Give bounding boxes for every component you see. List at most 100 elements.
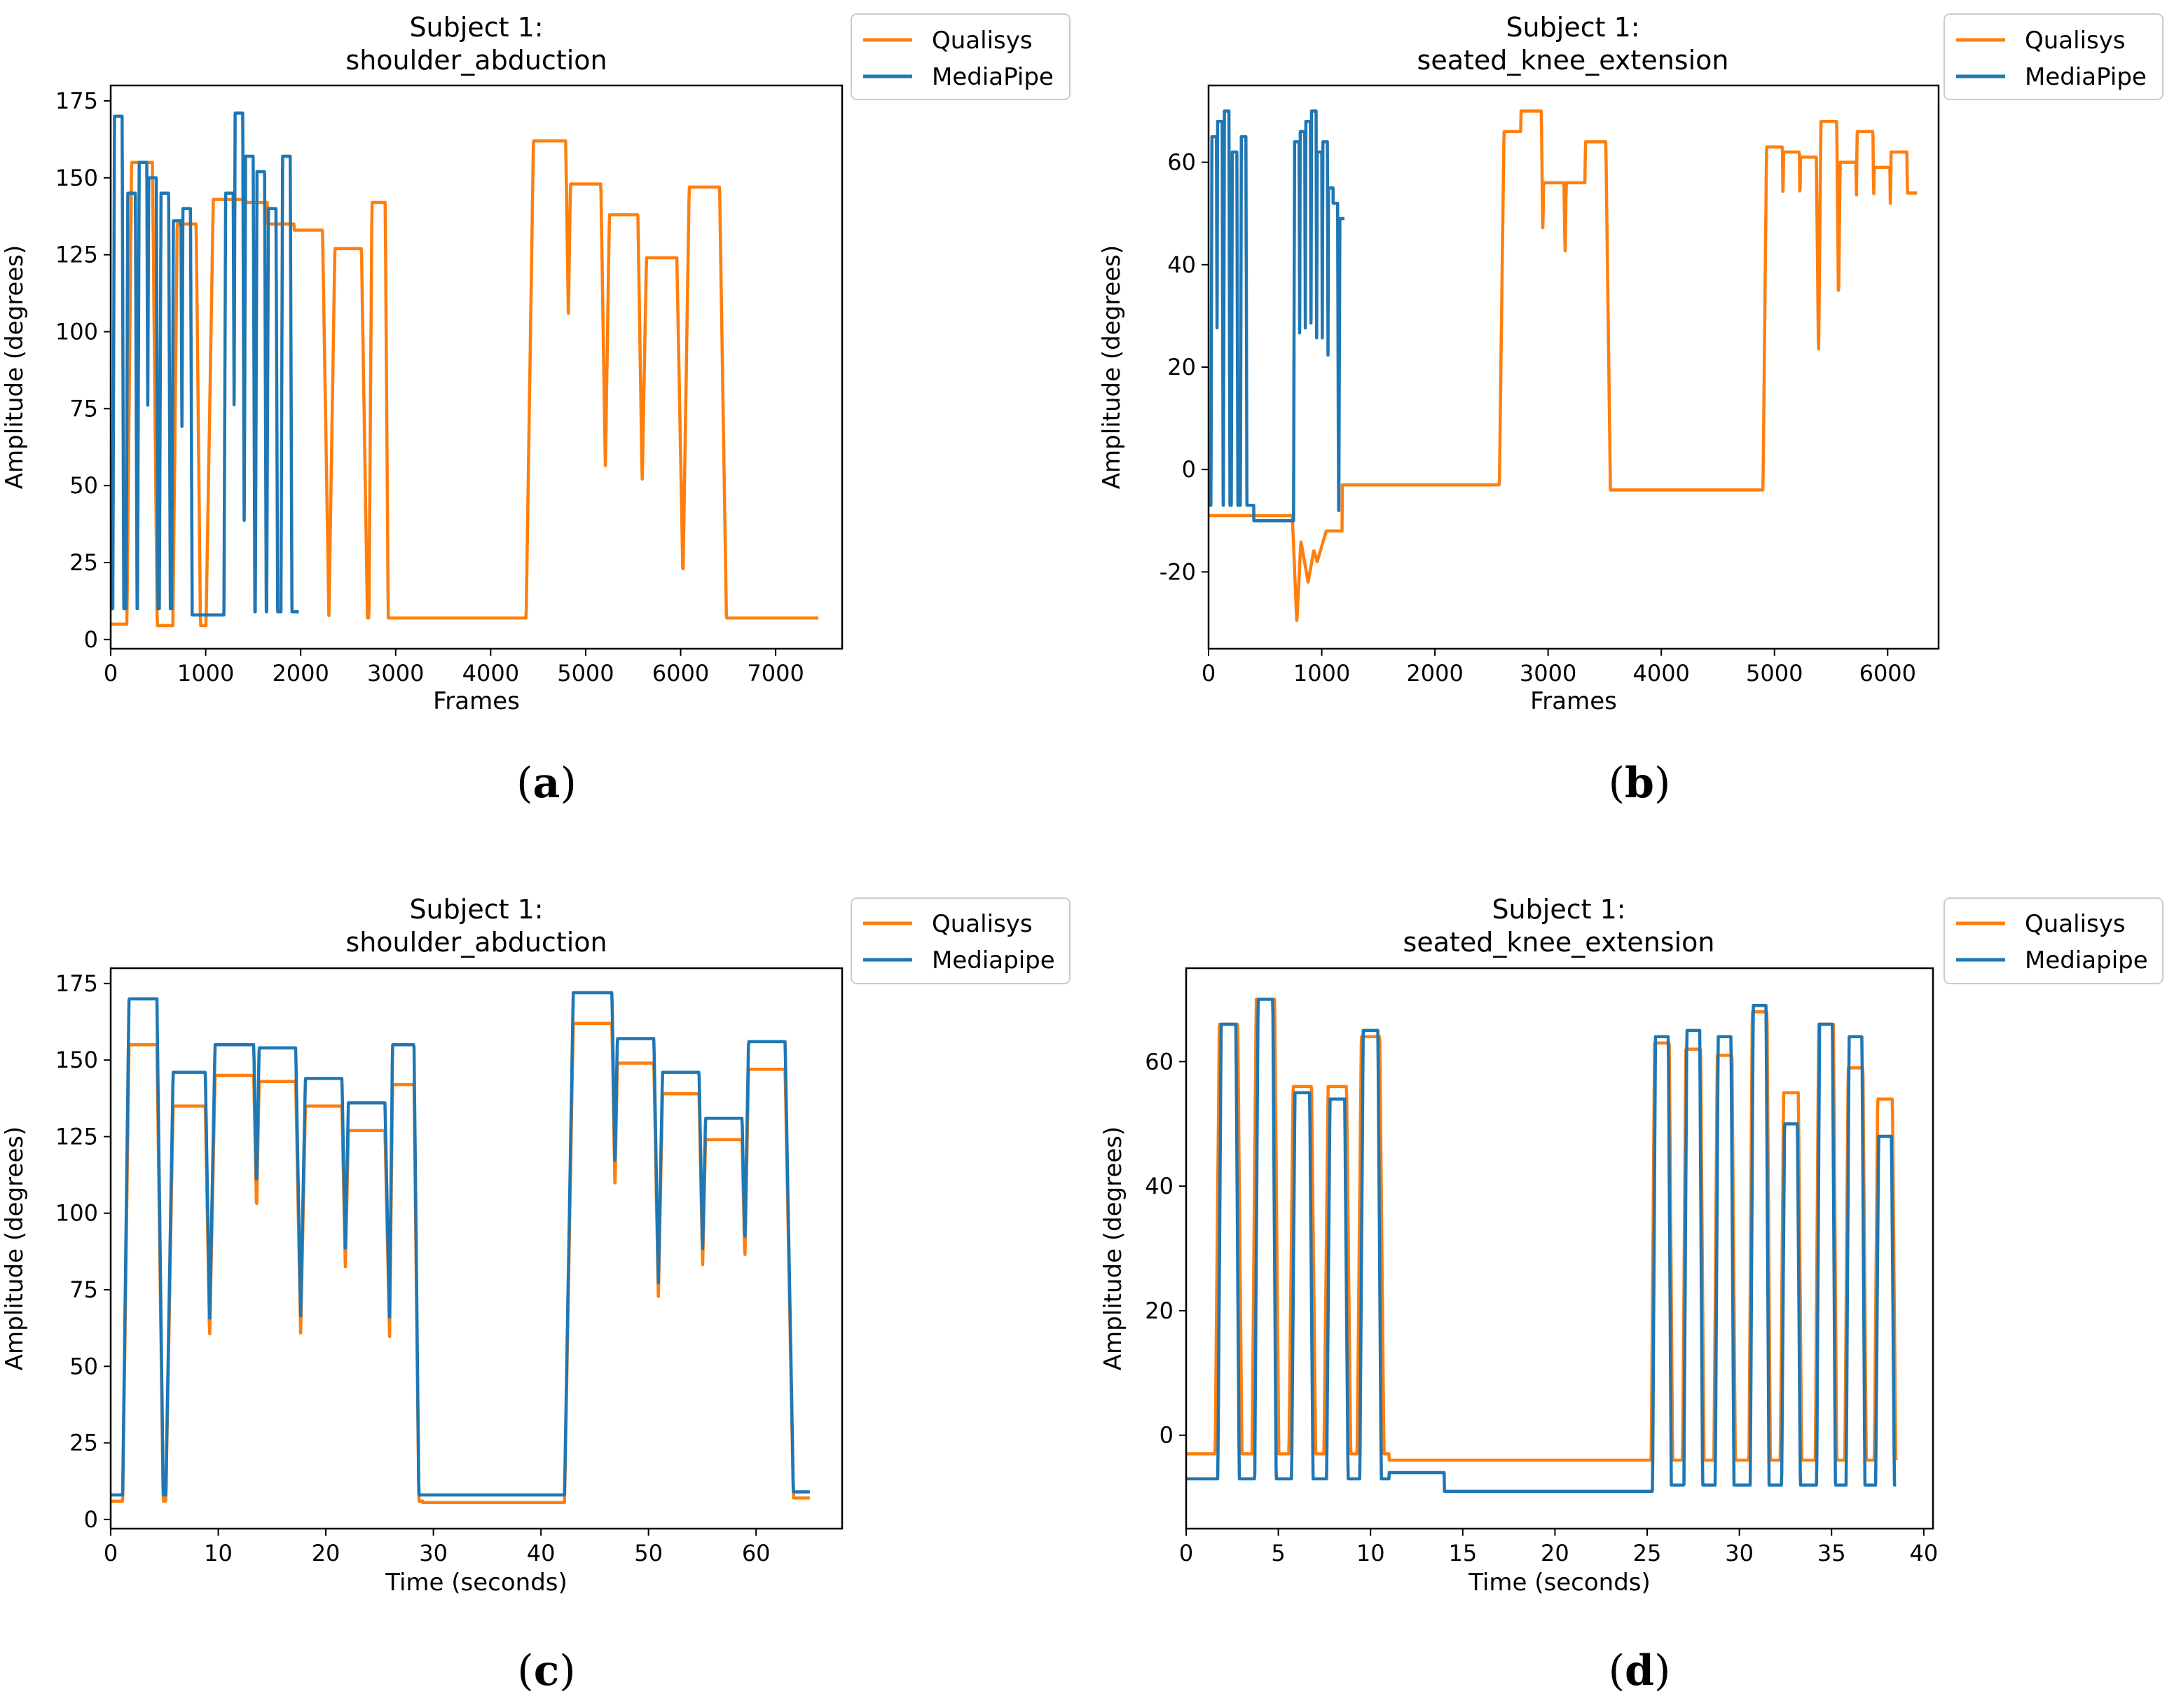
panel-a-xtick-label: 1000 [177, 660, 234, 687]
panel-a-xlabel: Frames [433, 687, 520, 715]
panel-b-ytick-label: -20 [1160, 558, 1196, 585]
panel-a-plot: 0 1000 2000 3000 4000 5000 6000 7000 0 25 50 75 100 1… [1, 84, 844, 715]
panel-c-legend-mediapipe: Mediapipe [932, 946, 1055, 974]
svg-text:(b): (b) [1609, 759, 1671, 808]
panel-a-ytick-label: 150 [55, 165, 98, 191]
panel-d-xtick-label: 40 [1909, 1540, 1938, 1566]
panel-d-xtick-label: 35 [1817, 1540, 1846, 1566]
panel-c-ytick-label: 175 [55, 970, 98, 997]
panel-d-axes-frame [1185, 967, 1934, 1530]
panel-d-series-qualisys [1186, 998, 1898, 1462]
panel-d-caption: d [1625, 1646, 1654, 1695]
panel-b-xtick-label: 2000 [1406, 660, 1463, 687]
panel-a-ytick-label: 175 [55, 88, 98, 114]
panel-a-ytick-label: 50 [69, 472, 98, 499]
panel-d-xtick-label: 5 [1271, 1540, 1285, 1566]
panel-d-ylabel: Amplitude (degrees) [1099, 1127, 1127, 1370]
panel-d-xtick-label: 20 [1541, 1540, 1569, 1566]
panel-c-xtick-label: 10 [204, 1540, 233, 1566]
panel-d-xtick-label: 15 [1448, 1540, 1477, 1566]
panel-b-legend-mediapipe: MediaPipe [2025, 63, 2147, 91]
panel-a-ytick-label: 125 [55, 242, 98, 268]
panel-a-ytick-label: 75 [69, 395, 98, 422]
panel-d-legend-mediapipe: Mediapipe [2025, 946, 2148, 974]
panel-c-ytick-label: 0 [84, 1506, 98, 1533]
panel-b-ytick-label: 0 [1182, 456, 1196, 483]
panel-d-legend: Qualisys Mediapipe [1943, 897, 2163, 984]
panel-d-ytick-label: 40 [1145, 1173, 1174, 1199]
panel-a: Subject 1: shoulder_abduction 0 1000 2000 3… [1, 12, 1071, 808]
panel-a-xtick-label: 2000 [272, 660, 329, 687]
panel-b-xtick-label: 5000 [1746, 660, 1803, 687]
panel-c-ytick-label: 125 [55, 1123, 98, 1150]
panel-b-ylabel: Amplitude (degrees) [1098, 245, 1126, 489]
panel-d-title-line1: Subject 1: [1492, 894, 1625, 925]
panel-b-caption: b [1625, 759, 1654, 808]
panel-c-ylabel: Amplitude (degrees) [1, 1127, 29, 1370]
panel-b-legend: Qualisys MediaPipe [1943, 13, 2163, 100]
panel-b-xtick-label: 0 [1202, 660, 1216, 687]
panel-c-series-qualisys [111, 1021, 811, 1505]
panel-c-xtick-label: 50 [634, 1540, 663, 1566]
panel-b-xtick-label: 3000 [1520, 660, 1576, 687]
panel-c-legend-qualisys: Qualisys [932, 910, 1033, 938]
panel-b-title-line2: seated_knee_extension [1417, 45, 1729, 76]
panel-c-ytick-label: 50 [69, 1353, 98, 1379]
panel-c-xtick-label: 20 [312, 1540, 340, 1566]
panel-a-xtick-label: 6000 [652, 660, 709, 687]
panel-d: Subject 1: seated_knee_extension 0 5 10 15 2… [1099, 894, 2163, 1695]
panel-d-ytick-label: 0 [1160, 1422, 1174, 1449]
panel-a-ytick-label: 25 [69, 549, 98, 576]
svg-text:(c): (c) [517, 1646, 575, 1695]
panel-a-legend: Qualisys MediaPipe [851, 13, 1071, 100]
panel-d-xtick-label: 10 [1356, 1540, 1385, 1566]
panel-a-ylabel: Amplitude (degrees) [1, 245, 29, 489]
panel-d-xtick-label: 25 [1633, 1540, 1662, 1566]
panel-b: Subject 1: seated_knee_extension 0 1000 20… [1098, 12, 2163, 808]
panel-b-xtick-label: 4000 [1632, 660, 1689, 687]
panel-a-ytick-label: 0 [84, 626, 98, 653]
panel-b-plot: 0 1000 2000 3000 4000 5000 6000 -20 0 20 40 60 Frame… [1098, 84, 1940, 715]
panel-d-xtick-label: 30 [1725, 1540, 1754, 1566]
panel-c-xtick-label: 0 [104, 1540, 118, 1566]
svg-text:(d): (d) [1609, 1646, 1671, 1695]
panel-a-series-qualisys [111, 139, 820, 628]
panel-b-legend-qualisys: Qualisys [2025, 27, 2126, 55]
panel-c-caption: c [534, 1646, 560, 1695]
panel-c-axes-frame [109, 967, 844, 1530]
panel-d-series-mediapipe [1186, 998, 1898, 1493]
panel-a-title-line1: Subject 1: [409, 12, 543, 43]
panel-c-xtick-label: 60 [742, 1540, 771, 1566]
panel-c-xtick-label: 30 [419, 1540, 448, 1566]
panel-a-title-line2: shoulder_abduction [345, 45, 607, 76]
panel-b-ytick-label: 20 [1167, 354, 1196, 380]
panel-c-ytick-label: 100 [55, 1200, 98, 1227]
panel-b-ytick-label: 40 [1167, 252, 1196, 278]
panel-d-ytick-label: 60 [1145, 1048, 1174, 1075]
panel-b-series-qualisys [1209, 109, 1918, 622]
panel-a-xtick-label: 7000 [747, 660, 804, 687]
panel-c-ytick-label: 25 [69, 1430, 98, 1456]
panel-d-legend-qualisys: Qualisys [2025, 910, 2126, 938]
panel-c-series-mediapipe [111, 991, 811, 1497]
panel-c-xlabel: Time (seconds) [385, 1569, 567, 1597]
panel-a-series-mediapipe [111, 111, 301, 617]
panel-a-xtick-label: 3000 [367, 660, 424, 687]
panel-a-ytick-label: 100 [55, 318, 98, 345]
panel-a-xtick-label: 0 [104, 660, 118, 687]
panel-b-xtick-label: 6000 [1859, 660, 1916, 687]
panel-c-title-line2: shoulder_abduction [345, 927, 607, 958]
panel-a-xtick-label: 4000 [462, 660, 519, 687]
panel-b-title-line1: Subject 1: [1506, 12, 1639, 43]
panel-a-xtick-label: 5000 [557, 660, 614, 687]
panel-c-legend: Qualisys Mediapipe [851, 897, 1071, 984]
panel-d-title-line2: seated_knee_extension [1403, 927, 1715, 958]
panel-b-ytick-label: 60 [1167, 149, 1196, 176]
svg-text:(a): (a) [516, 759, 577, 808]
panel-a-axes-frame [109, 84, 844, 650]
panel-c-ytick-label: 150 [55, 1047, 98, 1073]
panel-c-ytick-label: 75 [69, 1276, 98, 1303]
panel-a-caption: a [533, 759, 560, 808]
panel-a-legend-qualisys: Qualisys [932, 27, 1033, 55]
